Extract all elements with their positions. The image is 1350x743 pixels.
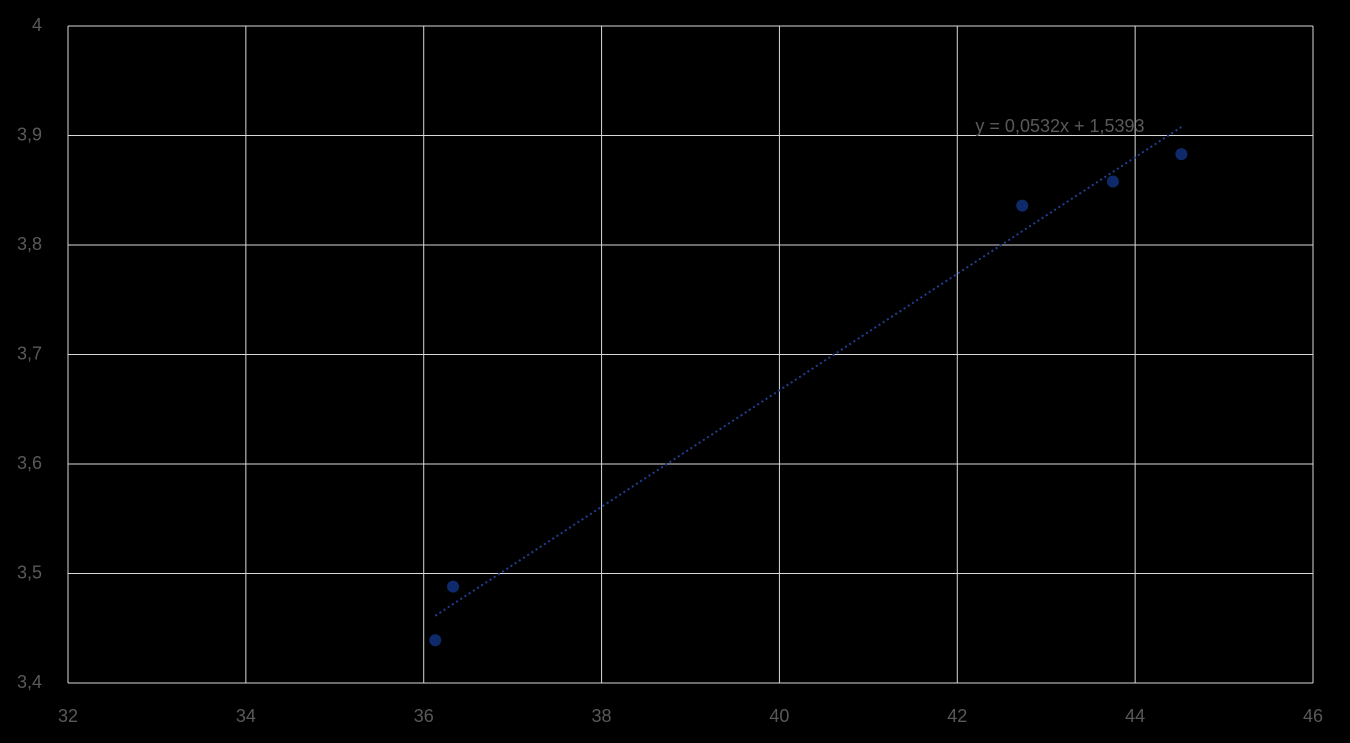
point xyxy=(429,634,442,647)
trendline xyxy=(434,126,1182,617)
x-tick-label: 44 xyxy=(1125,706,1145,726)
y-tick-label: 3,5 xyxy=(17,562,42,582)
y-tick-label: 3,7 xyxy=(17,343,42,363)
x-tick-label: 46 xyxy=(1303,706,1323,726)
x-tick-label: 42 xyxy=(947,706,967,726)
trendline-label: y = 0,0532x + 1,5393 xyxy=(975,116,1144,136)
y-tick-label: 4 xyxy=(32,15,42,35)
point xyxy=(1016,199,1029,212)
x-tick-label: 40 xyxy=(769,706,789,726)
point xyxy=(447,580,460,593)
x-tick-label: 34 xyxy=(236,706,256,726)
y-tick-label: 3,8 xyxy=(17,234,42,254)
y-tick-label: 3,6 xyxy=(17,453,42,473)
x-tick-label: 32 xyxy=(58,706,78,726)
y-tick-label: 3,9 xyxy=(17,124,42,144)
y-tick-label: 3,4 xyxy=(17,672,42,692)
x-tick-label: 38 xyxy=(592,706,612,726)
x-tick-label: 36 xyxy=(414,706,434,726)
point xyxy=(1106,175,1119,188)
point xyxy=(1175,148,1188,161)
